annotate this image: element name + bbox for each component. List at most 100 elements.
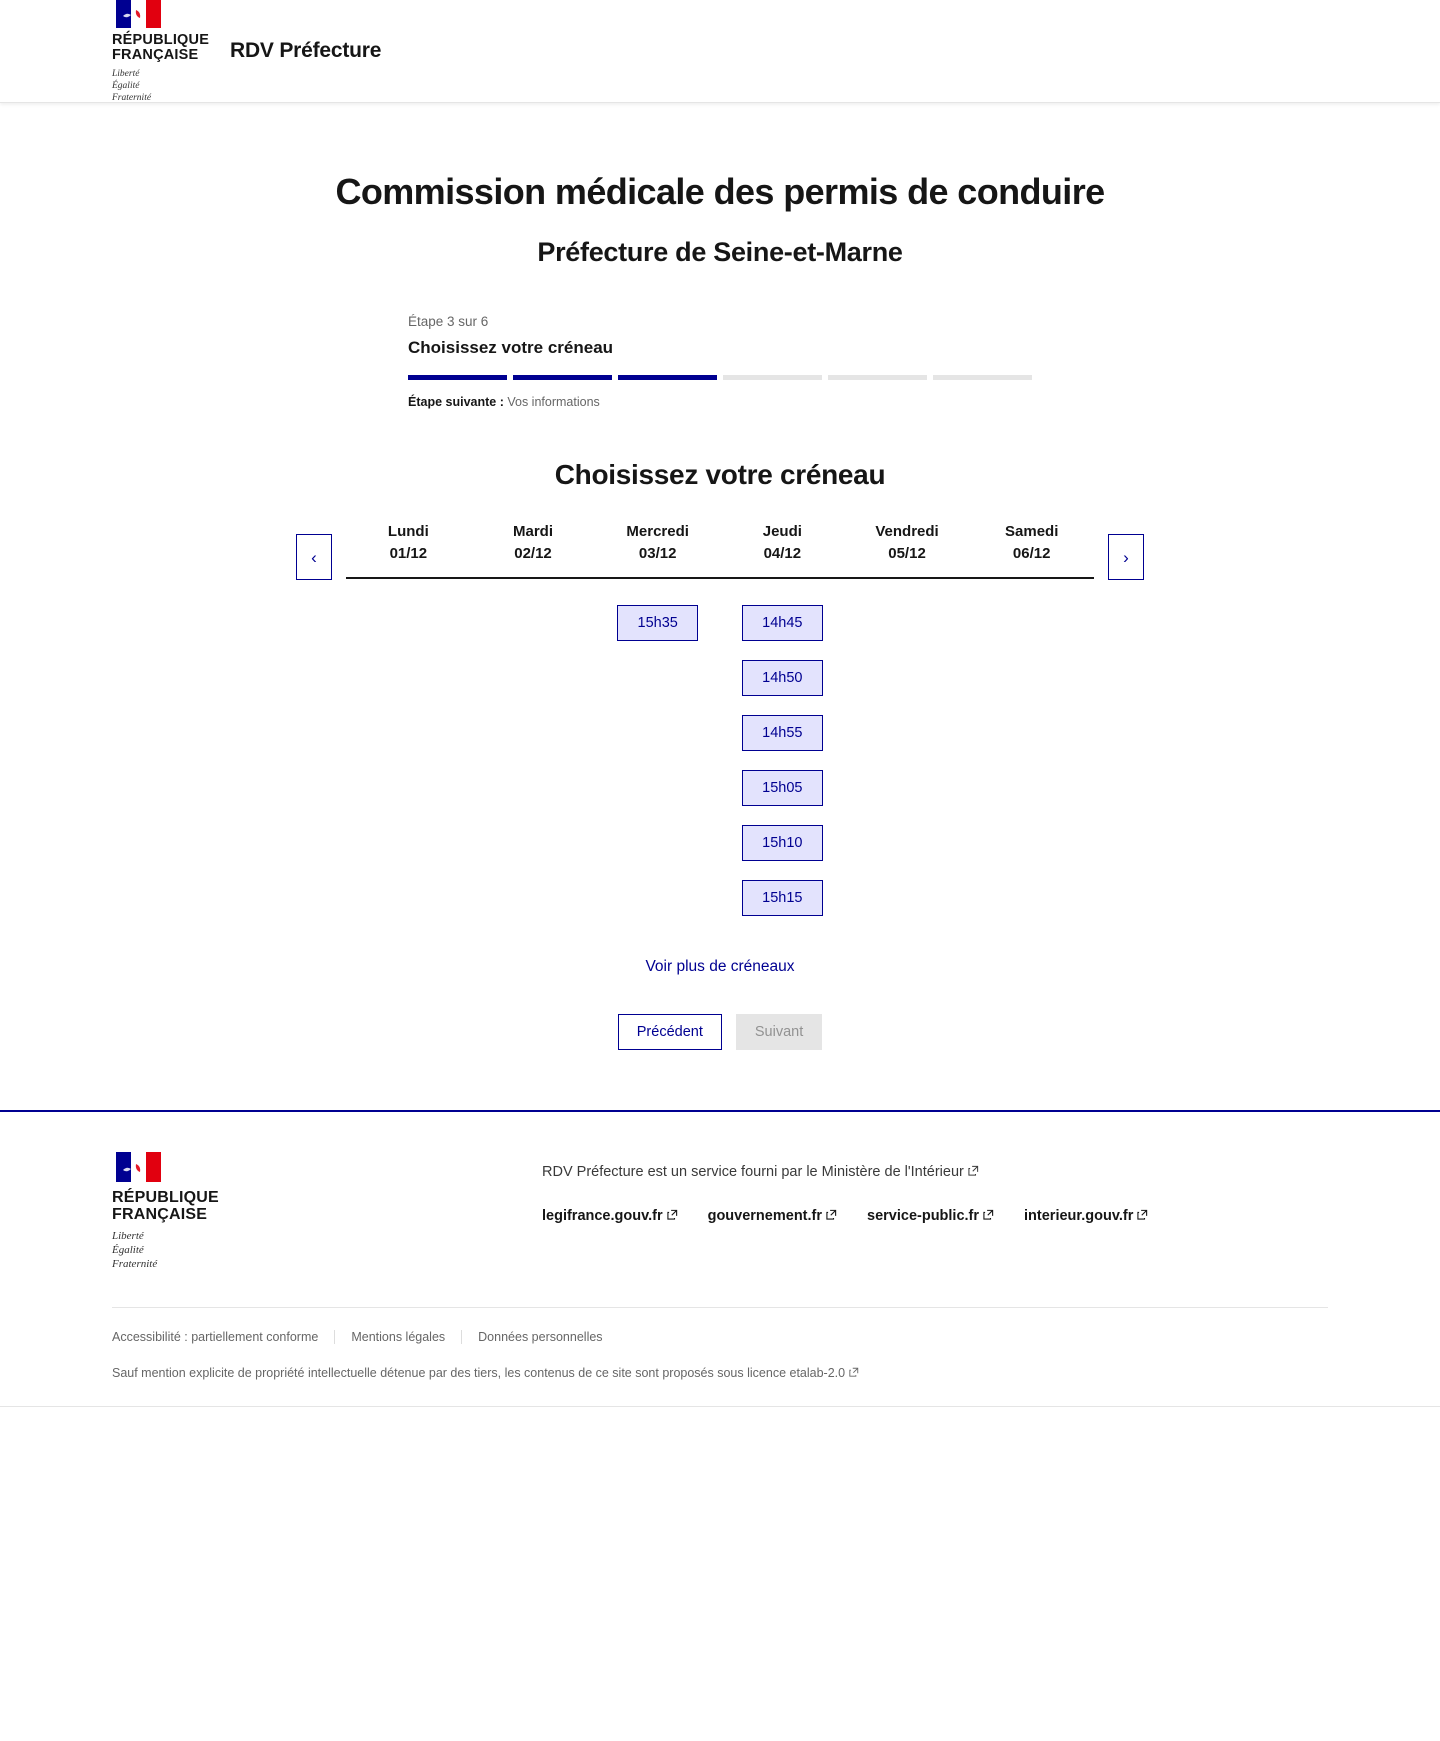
step-progress-bars <box>408 375 1032 380</box>
calendar: ‹ Lundi 01/12 Mardi 02/12 Mercredi 03/12 15h35… <box>296 521 1144 916</box>
brand-block[interactable]: RÉPUBLIQUE FRANÇAISE Liberté Égalité Fra… <box>112 0 381 104</box>
day-column-mardi: Mardi 02/12 <box>470 521 596 916</box>
chevron-right-icon: › <box>1123 547 1129 567</box>
footer-devise-egalite: Égalité <box>112 1243 144 1256</box>
external-link-icon <box>968 1164 979 1180</box>
day-column-samedi: Samedi 06/12 <box>969 521 1095 916</box>
devise-liberte: Liberté <box>112 68 140 79</box>
next-button[interactable]: Suivant <box>735 1013 823 1050</box>
day-slot-list <box>845 579 970 605</box>
footer-marianne-logo: RÉPUBLIQUE FRANÇAISE Liberté Égalité Fra… <box>112 1151 542 1272</box>
ministry-link[interactable]: Ministère de l'Intérieur <box>821 1163 964 1180</box>
time-slot-button[interactable]: 15h35 <box>617 604 699 641</box>
footer-bottom: Accessibilité : partiellement conforme Me… <box>112 1307 1328 1406</box>
day-header: Mardi 02/12 <box>470 521 596 579</box>
main-content: Commission médicale des permis de condui… <box>0 171 1440 1110</box>
day-name: Samedi <box>1005 523 1059 540</box>
day-date: 01/12 <box>389 544 428 562</box>
day-header: Lundi 01/12 <box>346 521 471 579</box>
day-column-jeudi: Jeudi 04/12 14h45 14h50 14h55 15h05 15h10 15h15 <box>720 521 845 916</box>
form-actions: Précédent Suivant <box>0 1013 1440 1050</box>
footer-legal-link[interactable]: Mentions légales <box>351 1330 446 1345</box>
step-bar-4 <box>723 375 822 380</box>
footer-devise: Liberté Égalité Fraternité <box>112 1230 542 1271</box>
legal-divider <box>334 1330 336 1345</box>
step-bar-5 <box>828 375 927 380</box>
footer-link[interactable]: legifrance.gouv.fr <box>542 1208 678 1224</box>
slot-picker-heading: Choisissez votre créneau <box>554 459 886 490</box>
step-title: Choisissez votre créneau <box>408 338 614 357</box>
footer-tail <box>0 1406 1440 1526</box>
day-column-mercredi: Mercredi 03/12 15h35 <box>595 521 721 916</box>
devise-fraternite: Fraternité <box>112 92 152 103</box>
service-name[interactable]: RDV Préfecture <box>230 39 382 62</box>
step-bar-6 <box>933 375 1032 380</box>
external-link-icon <box>666 1208 678 1224</box>
time-slot-button[interactable]: 15h10 <box>741 824 823 861</box>
day-slot-list <box>471 579 596 605</box>
step-next-label: Étape suivante : <box>408 395 504 409</box>
day-name: Jeudi <box>762 523 802 540</box>
day-date: 04/12 <box>763 544 802 562</box>
time-slot-button[interactable]: 15h15 <box>741 879 823 916</box>
step-next: Étape suivante : Vos informations <box>408 395 1032 409</box>
slot-picker: Choisissez votre créneau ‹ Lundi 01/12 Mar… <box>0 459 1440 1050</box>
footer-links: legifrance.gouv.fr gouvernement.fr service… <box>542 1208 1328 1224</box>
footer-description-text: RDV Préfecture est un service fourni par… <box>542 1163 822 1180</box>
day-header: Jeudi 04/12 <box>720 521 845 579</box>
step-bar-1 <box>408 375 507 380</box>
external-link-icon <box>1137 1208 1148 1224</box>
day-date: 03/12 <box>638 544 677 562</box>
footer-link[interactable]: service-public.fr <box>867 1208 994 1224</box>
day-slot-list: 15h35 <box>595 579 720 641</box>
day-name: Vendredi <box>875 523 939 540</box>
time-slot-button[interactable]: 14h55 <box>741 714 823 751</box>
chevron-left-icon: ‹ <box>311 547 317 567</box>
site-footer: RÉPUBLIQUE FRANÇAISE Liberté Égalité Fra… <box>0 1109 1440 1527</box>
next-week-button[interactable]: › <box>1108 534 1144 580</box>
footer-legal-link[interactable]: Données personnelles <box>478 1330 603 1345</box>
footer-francaise-line: FRANÇAISE <box>112 1205 208 1223</box>
day-slot-list <box>346 579 471 605</box>
day-name: Mercredi <box>626 523 689 540</box>
day-name: Mardi <box>513 523 554 540</box>
time-slot-button[interactable]: 14h50 <box>741 659 823 696</box>
step-count: Étape 3 sur 6 <box>408 314 489 329</box>
day-slot-list: 14h45 14h50 14h55 15h05 15h10 15h15 <box>720 579 845 916</box>
republique-line: RÉPUBLIQUE <box>112 31 210 48</box>
etalab-license-link[interactable]: licence etalab-2.0 <box>747 1366 846 1381</box>
footer-info: RDV Préfecture est un service fourni par… <box>542 1152 1328 1272</box>
step-bar-2 <box>513 375 612 380</box>
day-header: Vendredi 05/12 <box>844 521 970 579</box>
day-name: Lundi <box>387 523 429 540</box>
day-date: 02/12 <box>514 544 552 562</box>
devise: Liberté Égalité Fraternité <box>112 69 204 105</box>
day-column-vendredi: Vendredi 05/12 <box>844 521 970 916</box>
footer-legal-links: Accessibilité : partiellement conforme Me… <box>112 1330 1328 1345</box>
external-link-icon <box>849 1366 859 1380</box>
page-title: Commission médicale des permis de condui… <box>335 171 1105 212</box>
footer-link[interactable]: gouvernement.fr <box>708 1208 837 1224</box>
footer-republique-line: RÉPUBLIQUE <box>112 1188 219 1206</box>
step-next-value: Vos informations <box>507 395 600 409</box>
time-slot-button[interactable]: 14h45 <box>741 604 823 641</box>
step-bar-3 <box>618 375 717 380</box>
see-more-slots-link[interactable]: Voir plus de créneaux <box>645 957 795 975</box>
marianne-logo: RÉPUBLIQUE FRANÇAISE Liberté Égalité Fra… <box>112 0 210 105</box>
footer-top: RÉPUBLIQUE FRANÇAISE Liberté Égalité Fra… <box>0 1112 1440 1272</box>
footer-legal-link[interactable]: Accessibilité : partiellement conforme <box>112 1330 319 1345</box>
day-header: Samedi 06/12 <box>969 521 1095 579</box>
stepper: Étape 3 sur 6 Choisissez votre créneau É… <box>408 314 1032 409</box>
previous-week-button[interactable]: ‹ <box>296 534 332 580</box>
devise-egalite: Égalité <box>112 80 140 91</box>
day-column-lundi: Lundi 01/12 <box>346 521 471 916</box>
footer-devise-fraternite: Fraternité <box>112 1257 158 1270</box>
legal-divider <box>461 1330 463 1345</box>
french-flag-icon <box>116 1151 161 1182</box>
french-flag-icon <box>116 0 161 28</box>
time-slot-button[interactable]: 15h05 <box>741 769 823 806</box>
previous-button[interactable]: Précédent <box>617 1013 722 1050</box>
footer-link[interactable]: interieur.gouv.fr <box>1024 1208 1148 1224</box>
day-header: Mercredi 03/12 <box>595 521 721 579</box>
external-link-icon <box>826 1208 837 1224</box>
